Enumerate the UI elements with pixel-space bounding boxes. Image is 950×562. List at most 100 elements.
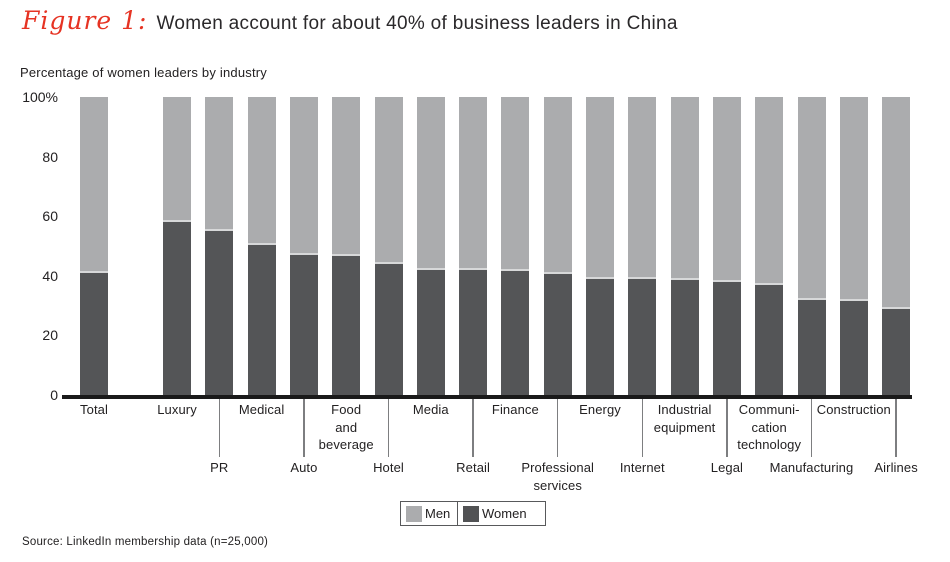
source-note: Source: LinkedIn membership data (n=25,0… xyxy=(22,536,269,548)
x-label-total: Total xyxy=(80,402,108,417)
segment-men-legal xyxy=(712,97,741,280)
bar-professional-services xyxy=(543,97,572,395)
segment-women-finance xyxy=(501,271,530,395)
legend-women-swatch xyxy=(463,505,479,522)
segment-divider xyxy=(163,220,191,223)
leader-line-internet xyxy=(641,399,644,457)
segment-men-hotel xyxy=(374,97,403,262)
x-label-pr: PR xyxy=(210,460,229,475)
legend-item-women: Women xyxy=(457,502,545,525)
segment-divider xyxy=(247,242,276,245)
legend-item-men: Men xyxy=(401,502,457,525)
legend-men-swatch xyxy=(406,505,422,522)
x-label-energy: Energy xyxy=(579,402,621,417)
segment-men-total xyxy=(80,97,108,271)
segment-men-professional-services xyxy=(543,97,572,273)
bar-luxury xyxy=(163,97,191,395)
y-tick-40: 40 xyxy=(42,267,58,284)
segment-divider xyxy=(289,252,318,255)
segment-divider xyxy=(332,254,361,257)
segment-men-luxury xyxy=(163,97,191,221)
x-label-manufacturing: Manufacturing xyxy=(769,460,854,475)
segment-divider xyxy=(543,272,572,275)
chart-subtitle: Percentage of women leaders by industry xyxy=(20,65,267,80)
segment-women-professional-services xyxy=(543,274,572,395)
y-tick-80: 80 xyxy=(42,148,58,165)
leader-line-professional-services xyxy=(556,399,559,457)
y-tick-0: 0 xyxy=(50,387,58,403)
x-label-industrial-equipment: Industrial equipment xyxy=(653,402,716,435)
segment-women-media xyxy=(416,269,445,395)
x-axis-line xyxy=(62,395,912,399)
bar-medical xyxy=(247,97,276,395)
bar-hotel xyxy=(374,97,403,395)
bar-auto xyxy=(289,97,318,395)
figure-number-label: Figure 1: xyxy=(22,6,148,35)
bar-finance xyxy=(501,97,530,395)
x-label-airlines: Airlines xyxy=(874,460,918,475)
leader-line-pr xyxy=(218,399,221,457)
y-tick-100-: 100% xyxy=(22,89,58,105)
segment-men-food-and-beverage xyxy=(332,97,361,255)
x-label-food-and-beverage: Food and beverage xyxy=(318,402,374,452)
segment-men-medical xyxy=(247,97,276,243)
bar-retail xyxy=(459,97,488,395)
segment-men-construction xyxy=(839,97,868,300)
leader-line-manufacturing xyxy=(810,399,813,457)
bar-pr xyxy=(205,97,234,395)
leader-line-legal xyxy=(726,399,728,457)
y-tick-20: 20 xyxy=(42,327,58,344)
segment-divider xyxy=(586,276,614,279)
segment-women-luxury xyxy=(163,222,191,395)
segment-women-hotel xyxy=(374,263,403,395)
segment-women-industrial-equipment xyxy=(670,280,699,395)
segment-men-retail xyxy=(459,97,488,268)
x-label-hotel: Hotel xyxy=(373,460,404,475)
segment-women-pr xyxy=(205,231,234,395)
bar-legal xyxy=(712,97,741,395)
leader-line-airlines xyxy=(895,399,897,457)
segment-divider xyxy=(80,270,108,273)
chart-legend: Men Women xyxy=(400,501,546,526)
segment-divider xyxy=(501,269,530,272)
bar-construction xyxy=(839,97,868,395)
x-label-professional-services: Professional services xyxy=(521,460,595,493)
x-label-communication-technology: Communi- cation technology xyxy=(737,402,802,452)
bar-communication-technology xyxy=(755,97,784,395)
segment-divider xyxy=(670,278,699,281)
x-label-auto: Auto xyxy=(290,460,318,475)
segment-divider xyxy=(628,276,657,279)
bar-food-and-beverage xyxy=(332,97,361,395)
segment-divider xyxy=(374,261,403,264)
segment-women-energy xyxy=(586,278,614,395)
leader-line-auto xyxy=(303,399,305,457)
x-label-legal: Legal xyxy=(710,460,744,475)
x-label-medical: Medical xyxy=(238,402,285,417)
segment-men-internet xyxy=(628,97,657,277)
segment-men-communication-technology xyxy=(755,97,784,283)
segment-men-airlines xyxy=(882,97,911,307)
x-label-retail: Retail xyxy=(456,460,491,475)
segment-women-airlines xyxy=(882,308,911,395)
segment-women-food-and-beverage xyxy=(332,256,361,395)
bar-industrial-equipment xyxy=(670,97,699,395)
segment-women-auto xyxy=(289,254,318,395)
segment-men-pr xyxy=(205,97,234,230)
segment-women-medical xyxy=(247,244,276,395)
segment-women-total xyxy=(80,272,108,395)
segment-women-manufacturing xyxy=(797,299,826,395)
figure-title: Women account for about 40% of business … xyxy=(156,13,678,34)
legend-women-label: Women xyxy=(482,506,527,521)
segment-divider xyxy=(839,299,868,302)
segment-men-energy xyxy=(586,97,614,277)
segment-divider xyxy=(755,282,784,285)
segment-women-construction xyxy=(839,301,868,395)
x-label-construction: Construction xyxy=(816,402,891,417)
segment-women-retail xyxy=(459,269,488,395)
x-label-media: Media xyxy=(412,402,449,417)
segment-women-internet xyxy=(628,278,657,395)
bar-internet xyxy=(628,97,657,395)
bar-media xyxy=(416,97,445,395)
figure-header: Figure 1: Women account for about 40% of… xyxy=(22,6,678,35)
